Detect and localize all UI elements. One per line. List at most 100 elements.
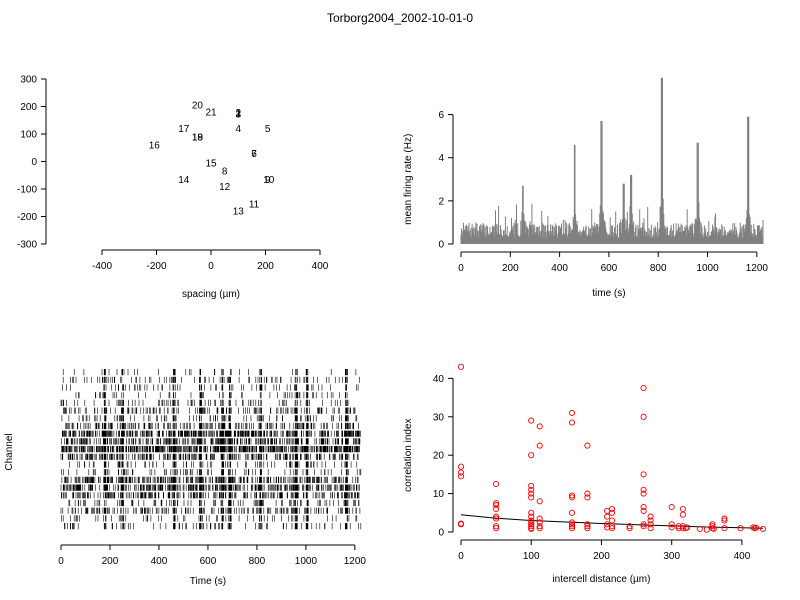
raster-channel-row (62, 376, 360, 383)
data-point (493, 480, 500, 488)
data-point (528, 452, 535, 459)
x-tick-label: 0 (458, 551, 464, 562)
data-point (457, 473, 465, 480)
data-point (493, 502, 500, 509)
y-tick-label: 4 (438, 153, 444, 164)
data-point (647, 513, 654, 520)
x-tick-label: 300 (663, 551, 680, 562)
data-point (528, 513, 535, 520)
data-point (640, 523, 647, 530)
data-point (608, 525, 616, 532)
data-point (668, 503, 675, 511)
raster-channel-row (60, 453, 359, 460)
y-axis-label: correlation index (403, 418, 414, 491)
raster-channel-row (61, 469, 362, 476)
electrode-label: 11 (249, 200, 260, 211)
data-point (536, 423, 543, 430)
x-tick-label: 800 (650, 263, 667, 274)
electrode-label: 17 (178, 124, 190, 135)
data-point (493, 523, 500, 530)
data-point (640, 521, 647, 528)
x-tick-label: 400 (551, 263, 568, 274)
raster-channel-row (61, 446, 360, 453)
data-point (604, 513, 611, 520)
data-point (457, 521, 465, 528)
raster-channel-row (64, 523, 362, 530)
data-point (568, 509, 576, 516)
x-tick-label: 0 (58, 556, 64, 567)
x-tick-label: 1200 (344, 556, 367, 567)
data-point (584, 442, 591, 449)
electrode-label: 5 (265, 124, 271, 135)
raster-channel-row (68, 499, 360, 507)
y-tick-label: -200 (17, 212, 37, 223)
data-point (457, 363, 465, 370)
electrode-label: 16 (149, 141, 161, 152)
data-point (536, 525, 543, 532)
y-tick-label: 30 (433, 412, 445, 423)
electrode-label: 15 (205, 158, 217, 169)
data-point (528, 509, 535, 516)
raster-channel-row (60, 507, 361, 514)
data-point (568, 409, 576, 416)
data-point (647, 525, 654, 532)
data-point (679, 525, 686, 532)
electrode-label: 12 (219, 182, 231, 193)
x-tick-label: 0 (458, 263, 464, 274)
y-tick-label: 100 (20, 130, 37, 141)
data-point (668, 524, 675, 531)
y-tick-label: 40 (433, 374, 445, 385)
data-point (737, 525, 744, 532)
data-point (457, 469, 465, 476)
data-point (568, 492, 576, 499)
data-point (536, 442, 543, 449)
data-point (626, 525, 633, 532)
fit-line (460, 514, 764, 529)
x-tick-label: 1000 (696, 263, 719, 274)
raster-channel-row (61, 415, 358, 422)
data-point (493, 515, 500, 522)
panel-spike-raster: 0 200 400 600 800 1000 1200 Time (s) Channel (4, 369, 366, 587)
raster-channel-row (62, 384, 359, 391)
raster-channel-row (62, 430, 361, 437)
data-point (640, 471, 647, 478)
electrode-label: 2 (235, 108, 241, 119)
data-point (668, 521, 675, 528)
electrode-label: 4 (235, 124, 241, 135)
y-tick-label: 200 (20, 102, 37, 113)
data-point (536, 523, 543, 530)
data-point (493, 513, 500, 520)
data-point (721, 515, 728, 522)
data-point (640, 413, 647, 420)
data-point (493, 505, 500, 513)
data-point (568, 494, 576, 501)
y-axis-label: mean firing rate (Hz) (403, 134, 414, 225)
x-tick-label: 400 (734, 551, 751, 562)
data-point (528, 523, 535, 530)
raster-channel-row (69, 461, 358, 468)
raster-channel-row (61, 515, 358, 522)
x-tick-label: 600 (601, 263, 618, 274)
x-tick-label: 800 (249, 556, 266, 567)
x-tick-label: 600 (200, 556, 217, 567)
y-tick-label: 10 (433, 489, 445, 500)
data-point (608, 505, 616, 513)
electrode-label: 9 (265, 175, 271, 186)
electrode-label: 21 (205, 108, 217, 119)
data-point (528, 417, 535, 424)
data-point (710, 525, 717, 532)
data-point (536, 498, 543, 505)
data-point (721, 525, 728, 532)
data-point (528, 525, 535, 532)
raster-channel-row (65, 422, 359, 430)
data-point (604, 524, 611, 531)
data-point (647, 517, 654, 524)
panel-correlation: 0 100 200 300 400 intercell distance (µm) 0 10 2… (403, 363, 767, 585)
data-point (568, 525, 576, 532)
data-point (457, 463, 465, 470)
y-tick-label: 0 (438, 528, 444, 539)
data-point (568, 519, 576, 526)
data-point (604, 507, 611, 514)
x-axis-label: intercell distance (µm) (552, 574, 650, 585)
